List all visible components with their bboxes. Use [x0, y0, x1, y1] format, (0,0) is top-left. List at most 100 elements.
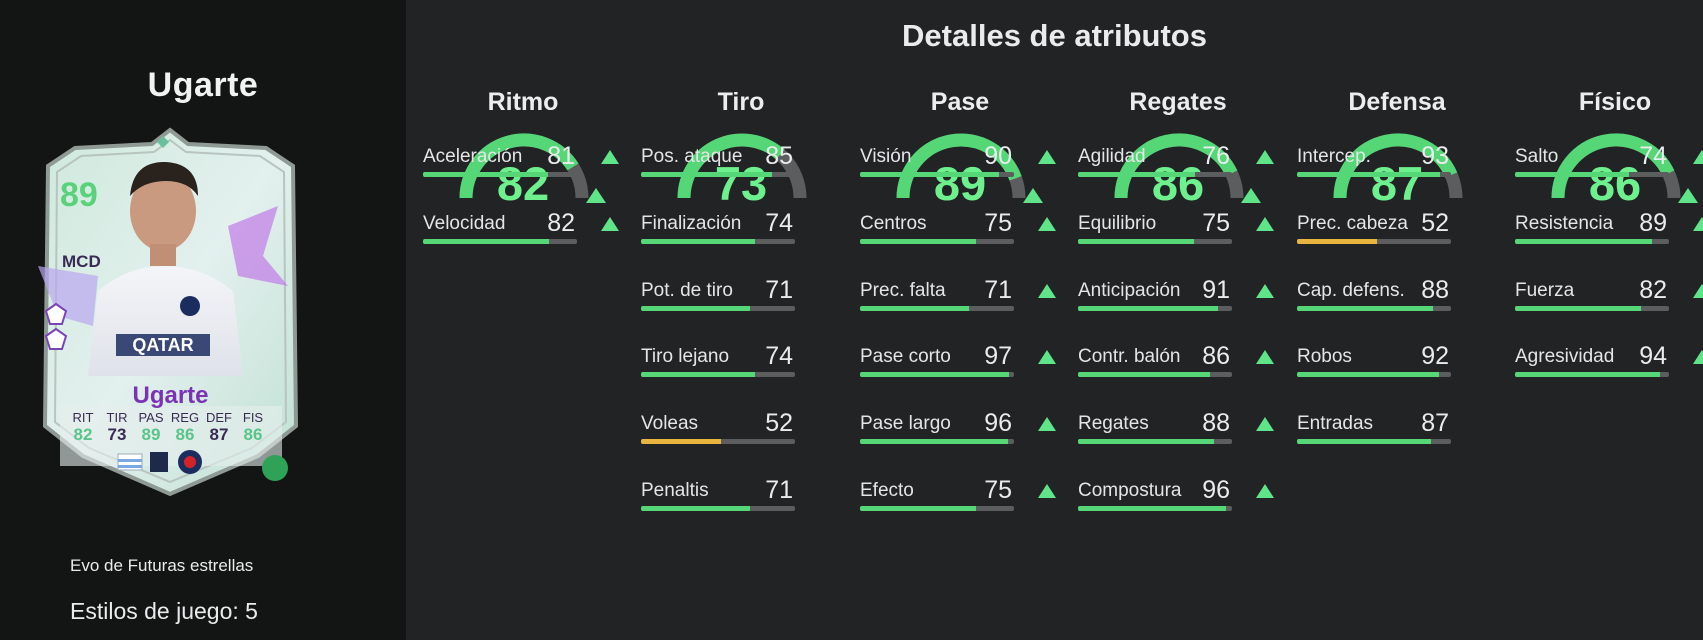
attribute-bar: [1515, 372, 1669, 377]
attribute-name: Pot. de tiro: [641, 280, 733, 301]
card-name: Ugarte: [132, 382, 209, 409]
attribute-bar: [1515, 239, 1669, 244]
attribute-name: Fuerza: [1515, 280, 1575, 301]
attribute-row: Agilidad 76: [1078, 142, 1278, 186]
attribute-name: Velocidad: [423, 213, 506, 234]
attribute-value: 90: [984, 142, 1012, 170]
attribute-name: Penaltis: [641, 480, 709, 501]
attribute-bar-fill: [860, 439, 1008, 444]
attribute-bar-fill: [641, 172, 772, 177]
attribute-value: 75: [984, 476, 1012, 504]
attribute-name: Contr. balón: [1078, 346, 1181, 367]
player-card[interactable]: QATAR 89 MCD Ugarte RIT 82 TIR 73 PAS: [38, 126, 303, 498]
attribute-bar-fill: [1078, 372, 1211, 377]
card-stat: REG 86: [170, 410, 200, 444]
category-value: 86: [1151, 157, 1205, 210]
attribute-value: 74: [765, 342, 793, 370]
attribute-bar-fill: [1515, 306, 1642, 311]
attribute-bar: [1078, 506, 1232, 511]
attribute-bar: [1078, 306, 1232, 311]
attribute-row: Equilibrio 75: [1078, 209, 1278, 253]
category-name: Físico: [1578, 88, 1652, 116]
attribute-bar: [1297, 439, 1451, 444]
attribute-bar-fill: [1515, 172, 1629, 177]
attribute-name: Aceleración: [423, 146, 523, 167]
category-value: 73: [714, 157, 768, 210]
attribute-value: 71: [765, 276, 793, 304]
attribute-bar: [860, 239, 1014, 244]
upgrade-arrow-icon: [1256, 350, 1274, 364]
category-name: Pase: [930, 88, 990, 116]
attribute-bar: [860, 172, 1014, 177]
attribute-row: Pase corto 97: [860, 342, 1060, 386]
attribute-value: 88: [1202, 409, 1230, 437]
attribute-name: Efecto: [860, 480, 914, 501]
upgrade-arrow-icon: [1256, 484, 1274, 498]
attribute-row: Efecto 75: [860, 476, 1060, 520]
attribute-bar-fill: [860, 239, 976, 244]
attribute-name: Cap. defens.: [1297, 280, 1405, 301]
attribute-row: Regates 88: [1078, 409, 1278, 453]
attribute-value: 75: [984, 209, 1012, 237]
attribute-bar: [641, 172, 795, 177]
attribute-value: 71: [984, 276, 1012, 304]
attribute-bar: [860, 372, 1014, 377]
playstyles-count[interactable]: Estilos de juego: 5: [70, 598, 258, 624]
attribute-value: 82: [547, 209, 575, 237]
card-stat: RIT 82: [72, 410, 94, 444]
attribute-bar-fill: [423, 239, 550, 244]
attribute-bar-fill: [860, 372, 1010, 377]
attribute-name: Tiro lejano: [641, 346, 730, 367]
category-name: Ritmo: [487, 88, 559, 116]
attribute-value: 88: [1421, 276, 1449, 304]
card-frame: QATAR: [38, 127, 299, 497]
attribute-name: Equilibrio: [1078, 213, 1157, 234]
attribute-value: 92: [1421, 342, 1449, 370]
attribute-bar-fill: [641, 239, 755, 244]
attribute-value: 91: [1202, 276, 1230, 304]
upgrade-arrow-icon: [1256, 284, 1274, 298]
attribute-bar-fill: [1078, 439, 1214, 444]
category-name: Tiro: [717, 88, 765, 116]
attribute-row: Penaltis 71: [641, 476, 841, 520]
attribute-name: Anticipación: [1078, 280, 1181, 301]
attribute-bar-fill: [1297, 172, 1441, 177]
attribute-bar-fill: [641, 506, 751, 511]
attribute-bar: [1078, 439, 1232, 444]
attribute-bar: [1078, 172, 1232, 177]
card-stat: TIR 73: [106, 410, 128, 444]
attribute-row: Contr. balón 86: [1078, 342, 1278, 386]
attribute-row: Anticipación 91: [1078, 276, 1278, 320]
attribute-value: 87: [1421, 409, 1449, 437]
attribute-row: Prec. falta 71: [860, 276, 1060, 320]
attribute-value: 52: [1421, 209, 1449, 237]
attribute-row: Fuerza 82: [1515, 276, 1703, 320]
attribute-row: Prec. cabeza 52: [1297, 209, 1497, 253]
upgrade-arrow-icon: [1693, 284, 1703, 298]
category-value: 89: [933, 157, 987, 210]
attribute-bar-fill: [1515, 239, 1653, 244]
attribute-bar-fill: [860, 306, 970, 311]
upgrade-arrow-icon: [1693, 350, 1703, 364]
attribute-row: Voleas 52: [641, 409, 841, 453]
attribute-bar: [860, 439, 1014, 444]
upgrade-arrow-icon: [1038, 284, 1056, 298]
gauge-fill: [677, 133, 785, 199]
attribute-name: Finalización: [641, 213, 742, 234]
attribute-name: Pase largo: [860, 413, 951, 434]
attribute-bar-fill: [641, 306, 751, 311]
page-title: Detalles de atributos: [902, 18, 1207, 53]
attribute-value: 89: [1639, 209, 1667, 237]
attribute-bar-fill: [641, 372, 755, 377]
attribute-name: Visión: [860, 146, 912, 167]
evo-title: Evo de Futuras estrellas: [70, 556, 254, 575]
attribute-name: Entradas: [1297, 413, 1374, 434]
attribute-name: Agilidad: [1078, 146, 1146, 167]
attribute-name: Resistencia: [1515, 213, 1614, 234]
attribute-name: Compostura: [1078, 480, 1182, 501]
attribute-bar: [641, 506, 795, 511]
attribute-value: 74: [1639, 142, 1667, 170]
category-value: 86: [1588, 157, 1642, 210]
attribute-bar-fill: [860, 506, 976, 511]
upgrade-arrow-icon: [1678, 188, 1698, 203]
